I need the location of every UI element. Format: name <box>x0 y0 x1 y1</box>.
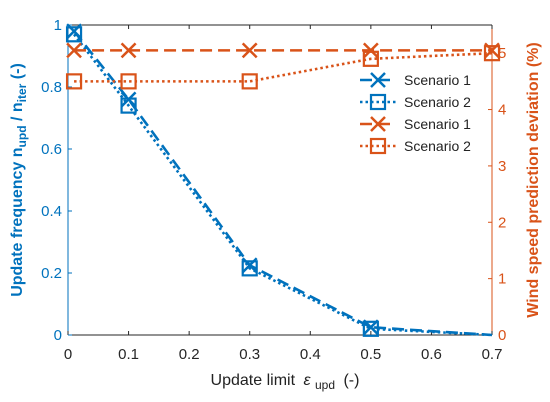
right-axis-title: Wind speed prediction deviation (%) <box>525 42 542 317</box>
x-tick-label: 0.5 <box>360 346 381 363</box>
x-tick-label: 0.7 <box>482 346 503 363</box>
legend-marker <box>369 93 387 111</box>
left-y-tick-label: 0.8 <box>41 79 62 96</box>
marker-x-stroke <box>241 42 258 59</box>
data-point <box>241 42 258 59</box>
legend-marker <box>370 116 386 132</box>
data-point <box>483 45 501 62</box>
left-axis-title: Update frequency nupd / niter (-) <box>9 63 29 297</box>
legend-label: Scenario 2 <box>404 138 471 154</box>
right-y-tick-label: 4 <box>498 102 506 119</box>
data-point <box>362 320 379 337</box>
right-y-tick-label: 1 <box>498 271 506 288</box>
left-y-tick-label: 1 <box>54 17 62 34</box>
data-point <box>65 26 83 43</box>
legend-marker <box>370 72 386 88</box>
right-y-tick-label: 5 <box>498 45 506 62</box>
left-y-tick-label: 0.2 <box>41 265 62 282</box>
left-y-tick-label: 0 <box>54 327 62 344</box>
left-axis-title-suffix: (-) <box>9 63 26 83</box>
x-axis-title-symbol: ε <box>303 372 311 389</box>
x-tick-label: 0.1 <box>118 346 139 363</box>
legend-item: Scenario 1 <box>360 116 471 132</box>
x-tick-label: 0 <box>64 346 72 363</box>
x-axis-title-subscript: upd <box>315 378 335 392</box>
data-point <box>120 73 137 90</box>
series-right-x <box>66 42 500 59</box>
marker-x-stroke <box>120 42 137 59</box>
left-axis-title-sub1: upd <box>15 125 29 147</box>
x-tick-label: 0.3 <box>239 346 260 363</box>
x-axis-title: Update limit ε upd (-) <box>211 372 360 393</box>
legend-label: Scenario 2 <box>404 94 471 110</box>
data-point <box>66 42 82 59</box>
legend-item: Scenario 2 <box>360 93 471 111</box>
data-point <box>362 42 379 59</box>
legend-label: Scenario 1 <box>404 116 471 132</box>
x-tick-label: 0.4 <box>300 346 321 363</box>
right-y-tick-label: 2 <box>498 214 506 231</box>
data-point <box>241 73 258 90</box>
series-right-square <box>65 45 501 90</box>
legend-item: Scenario 1 <box>360 72 471 88</box>
x-tick-label: 0.6 <box>421 346 442 363</box>
x-tick-label: 0.2 <box>179 346 200 363</box>
marker-x-stroke <box>370 116 386 132</box>
x-axis-title-text: Update limit <box>211 372 296 389</box>
left-axis-title-prefix: Update frequency n <box>9 147 26 296</box>
series-line <box>73 33 493 337</box>
marker-x-stroke <box>370 72 386 88</box>
data-point <box>241 260 258 277</box>
series-left-x <box>66 23 493 337</box>
plot-area: 0 0.1 0.2 0.3 0.4 0.5 0.6 0.7 0 0.2 0.4 0.6 0.8 1 0 1 2 3… <box>41 17 506 363</box>
legend-label: Scenario 1 <box>404 72 471 88</box>
left-axis-title-mid: / n <box>9 102 26 125</box>
marker-x-stroke <box>66 42 82 59</box>
legend: Scenario 1 Scenario 2 Scenario 1 Scenario 2 <box>360 72 471 155</box>
x-axis-title-unit: (-) <box>343 372 359 389</box>
data-point <box>362 50 379 67</box>
series-left-square <box>65 26 493 337</box>
right-y-tick-label: 3 <box>498 158 506 175</box>
data-point <box>120 97 137 114</box>
left-y-tick-label: 0.4 <box>41 203 62 220</box>
right-y-tick-label: 0 <box>498 327 506 344</box>
legend-marker <box>369 137 387 155</box>
left-axis-title-sub2: iter <box>15 83 29 102</box>
legend-item: Scenario 2 <box>360 137 471 155</box>
left-y-tick-label: 0.6 <box>41 141 62 158</box>
data-point <box>120 42 137 59</box>
data-point <box>65 73 83 90</box>
marker-x-stroke <box>362 42 379 59</box>
